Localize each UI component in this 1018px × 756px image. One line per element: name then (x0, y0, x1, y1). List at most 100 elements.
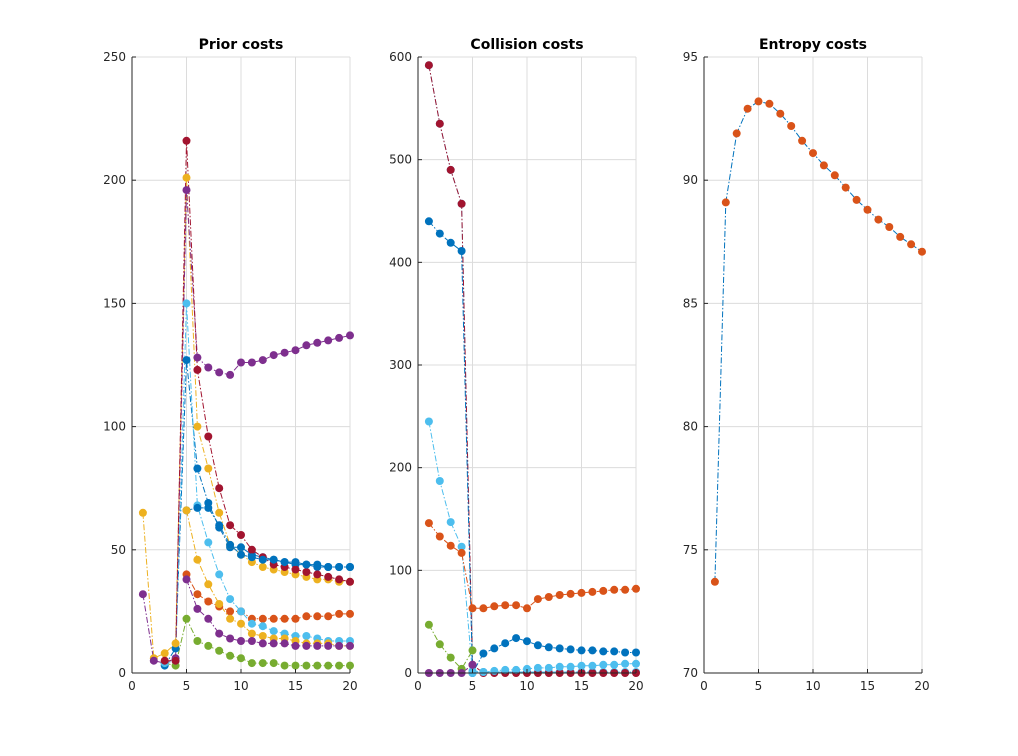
data-point-s10-x15 (291, 641, 300, 650)
data-point-s4-x2 (435, 477, 444, 485)
x-tick-label: 0 (128, 679, 136, 693)
data-point-s1-x6 (765, 99, 774, 108)
data-point-s3-x13 (555, 644, 564, 653)
data-point-s4-x12 (544, 663, 553, 672)
data-point-s5-x12 (258, 659, 267, 668)
y-tick-label: 95 (683, 50, 698, 64)
data-point-s4-x3 (446, 518, 455, 527)
data-point-s1-x13 (841, 183, 850, 192)
data-point-s5-x18 (610, 585, 619, 594)
data-point-s4-x17 (599, 660, 608, 669)
x-tick-label: 10 (233, 679, 248, 693)
data-point-s4-x2 (149, 656, 158, 665)
data-point-s3-x6 (479, 649, 488, 658)
data-point-s8-x10 (237, 550, 245, 559)
data-point-s4-x11 (247, 358, 256, 367)
data-point-s1-x8 (787, 122, 796, 130)
data-point-s4-x18 (324, 336, 333, 345)
data-point-s10-x10 (237, 637, 245, 645)
data-point-s5-x16 (302, 661, 311, 670)
data-point-s10-x12 (258, 639, 267, 648)
data-point-s4-x7 (490, 666, 499, 675)
data-point-s1-x5 (754, 97, 763, 106)
data-point-s1-x14 (852, 195, 861, 204)
y-tick-label: 200 (389, 461, 412, 475)
data-point-s2-x6 (193, 590, 202, 599)
data-point-s6-x16 (302, 632, 311, 640)
data-point-s6-x1 (424, 620, 433, 629)
x-tick-label: 20 (914, 679, 929, 693)
data-point-s9-x6 (193, 555, 202, 564)
data-point-s1-x5 (182, 356, 191, 365)
data-point-s5-x2 (435, 532, 444, 541)
series-line-9 (186, 510, 350, 647)
data-point-s6-x5 (468, 646, 477, 655)
y-tick-label: 80 (683, 420, 698, 434)
data-point-s4-x5 (182, 186, 191, 195)
data-point-s5-x18 (324, 661, 333, 670)
data-point-s5-x15 (291, 661, 300, 670)
data-point-s5-x11 (247, 659, 256, 668)
data-point-s6-x11 (247, 619, 256, 628)
series-group (138, 136, 354, 670)
data-point-s4-x10 (523, 664, 531, 673)
y-tick-label: 600 (389, 50, 412, 64)
data-point-s5-x14 (280, 661, 289, 670)
y-tick-label: 100 (103, 420, 126, 434)
data-point-s3-x19 (621, 648, 630, 657)
data-point-s4-x14 (566, 662, 575, 671)
data-point-s5-x14 (566, 589, 575, 598)
data-point-s1-x3 (732, 129, 741, 138)
data-point-s1-x18 (896, 232, 905, 241)
data-point-s4-x12 (258, 356, 267, 365)
data-point-s5-x7 (490, 602, 499, 611)
data-point-s10-x13 (269, 639, 278, 648)
series-line-2 (186, 574, 350, 620)
x-tick-label: 10 (805, 679, 820, 693)
data-point-s5-x19 (335, 661, 344, 670)
chart-title: Entropy costs (759, 37, 867, 53)
data-point-s3-x1 (138, 508, 147, 517)
series-line-10 (186, 579, 350, 647)
data-point-s1-x7 (776, 109, 785, 118)
x-tick-label: 15 (860, 679, 875, 693)
data-point-s7-x17 (313, 570, 322, 579)
data-point-s5-x7 (204, 641, 213, 650)
data-point-s8-x15 (291, 558, 300, 567)
data-point-s7-x18 (324, 572, 333, 581)
data-point-s10-x19 (335, 641, 344, 650)
data-point-s5-x5 (468, 604, 477, 613)
data-point-s1-x10 (237, 543, 245, 552)
data-point-s3-x3 (160, 649, 169, 658)
x-tick-label: 15 (574, 679, 589, 693)
data-point-s9-x7 (204, 580, 213, 589)
data-point-s2-x19 (335, 609, 344, 618)
data-point-s4-x13 (269, 351, 278, 360)
data-point-s3-x12 (258, 563, 267, 571)
series-line-3 (428, 220, 636, 675)
data-point-s10-x9 (226, 634, 235, 643)
x-tick-label: 20 (628, 679, 643, 693)
data-point-s9-x5 (182, 506, 191, 515)
data-point-s10-x7 (204, 614, 213, 623)
y-tick-label: 90 (683, 173, 698, 187)
data-point-s5-x6 (193, 637, 202, 645)
data-point-s3-x8 (501, 639, 510, 648)
data-point-s3-x7 (490, 644, 499, 653)
data-point-s7-x4 (171, 656, 180, 665)
data-point-s5-x10 (523, 604, 531, 613)
data-point-s2-x15 (291, 614, 300, 623)
y-tick-label: 250 (103, 50, 126, 64)
data-point-s7-x3 (160, 656, 169, 665)
data-point-s1-x17 (885, 223, 894, 231)
data-point-s5-x10 (237, 654, 245, 663)
data-point-s5-x20 (346, 661, 354, 670)
x-tick-label: 0 (414, 679, 422, 693)
data-point-s2-x20 (346, 609, 354, 618)
data-point-s5-x12 (544, 593, 553, 601)
data-point-s4-x4 (457, 542, 466, 551)
data-point-s9-x9 (226, 614, 235, 623)
data-point-s7-x10 (237, 531, 245, 539)
data-point-s3-x17 (599, 647, 608, 656)
